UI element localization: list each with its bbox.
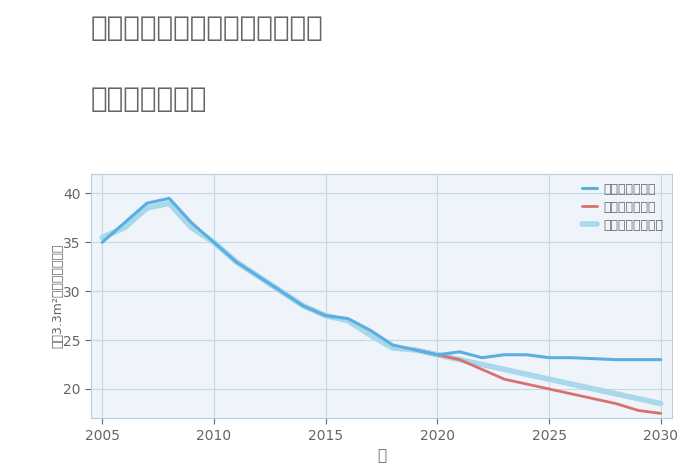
Y-axis label: 坪（3.3m²）単価（万円）: 坪（3.3m²）単価（万円） — [51, 244, 64, 348]
バッドシナリオ — [478, 367, 486, 372]
ノーマルシナリオ — [120, 225, 129, 230]
ノーマルシナリオ — [254, 274, 262, 279]
グッドシナリオ — [657, 357, 665, 362]
グッドシナリオ — [500, 352, 509, 358]
バッドシナリオ — [456, 357, 464, 362]
グッドシナリオ — [366, 328, 375, 333]
グッドシナリオ — [188, 220, 196, 226]
ノーマルシナリオ — [411, 347, 419, 352]
ノーマルシナリオ — [98, 235, 106, 240]
グッドシナリオ — [321, 313, 330, 319]
X-axis label: 年: 年 — [377, 448, 386, 463]
バッドシナリオ — [522, 381, 531, 387]
グッドシナリオ — [165, 196, 174, 201]
Text: 兵庫県たつの市揖保川町二塚の: 兵庫県たつの市揖保川町二塚の — [91, 14, 323, 42]
ノーマルシナリオ — [344, 318, 352, 323]
グッドシナリオ — [589, 356, 598, 361]
グッドシナリオ — [143, 200, 151, 206]
グッドシナリオ — [456, 349, 464, 355]
バッドシナリオ — [657, 411, 665, 416]
ノーマルシナリオ — [366, 332, 375, 338]
ノーマルシナリオ — [143, 205, 151, 211]
ノーマルシナリオ — [321, 313, 330, 319]
グッドシナリオ — [634, 357, 643, 362]
グッドシナリオ — [433, 352, 442, 358]
バッドシナリオ — [634, 407, 643, 413]
ノーマルシナリオ — [299, 303, 307, 309]
ノーマルシナリオ — [545, 376, 553, 382]
グッドシナリオ — [344, 316, 352, 321]
ノーマルシナリオ — [188, 225, 196, 230]
グッドシナリオ — [389, 342, 397, 348]
Line: ノーマルシナリオ: ノーマルシナリオ — [102, 203, 661, 404]
ノーマルシナリオ — [165, 200, 174, 206]
Text: 土地の価格推移: 土地の価格推移 — [91, 85, 207, 113]
ノーマルシナリオ — [389, 345, 397, 351]
グッドシナリオ — [210, 240, 218, 245]
グッドシナリオ — [98, 240, 106, 245]
ノーマルシナリオ — [589, 386, 598, 392]
バッドシナリオ — [433, 352, 442, 358]
バッドシナリオ — [612, 401, 620, 407]
ノーマルシナリオ — [567, 381, 575, 387]
ノーマルシナリオ — [456, 357, 464, 362]
バッドシナリオ — [589, 396, 598, 401]
ノーマルシナリオ — [522, 371, 531, 377]
グッドシナリオ — [232, 259, 240, 265]
ノーマルシナリオ — [232, 259, 240, 265]
ノーマルシナリオ — [500, 367, 509, 372]
グッドシナリオ — [522, 352, 531, 358]
バッドシナリオ — [545, 386, 553, 392]
グッドシナリオ — [478, 355, 486, 360]
ノーマルシナリオ — [276, 289, 285, 294]
グッドシナリオ — [545, 355, 553, 360]
Legend: グッドシナリオ, バッドシナリオ, ノーマルシナリオ: グッドシナリオ, バッドシナリオ, ノーマルシナリオ — [577, 178, 668, 237]
グッドシナリオ — [276, 289, 285, 294]
グッドシナリオ — [612, 357, 620, 362]
グッドシナリオ — [411, 347, 419, 352]
グッドシナリオ — [254, 274, 262, 279]
ノーマルシナリオ — [433, 352, 442, 358]
バッドシナリオ — [567, 391, 575, 397]
ノーマルシナリオ — [210, 240, 218, 245]
ノーマルシナリオ — [657, 401, 665, 407]
ノーマルシナリオ — [478, 362, 486, 368]
バッドシナリオ — [411, 347, 419, 352]
ノーマルシナリオ — [612, 391, 620, 397]
Line: バッドシナリオ: バッドシナリオ — [415, 350, 661, 414]
Line: グッドシナリオ: グッドシナリオ — [102, 198, 661, 360]
ノーマルシナリオ — [634, 396, 643, 401]
グッドシナリオ — [120, 220, 129, 226]
バッドシナリオ — [500, 376, 509, 382]
グッドシナリオ — [567, 355, 575, 360]
グッドシナリオ — [299, 303, 307, 309]
